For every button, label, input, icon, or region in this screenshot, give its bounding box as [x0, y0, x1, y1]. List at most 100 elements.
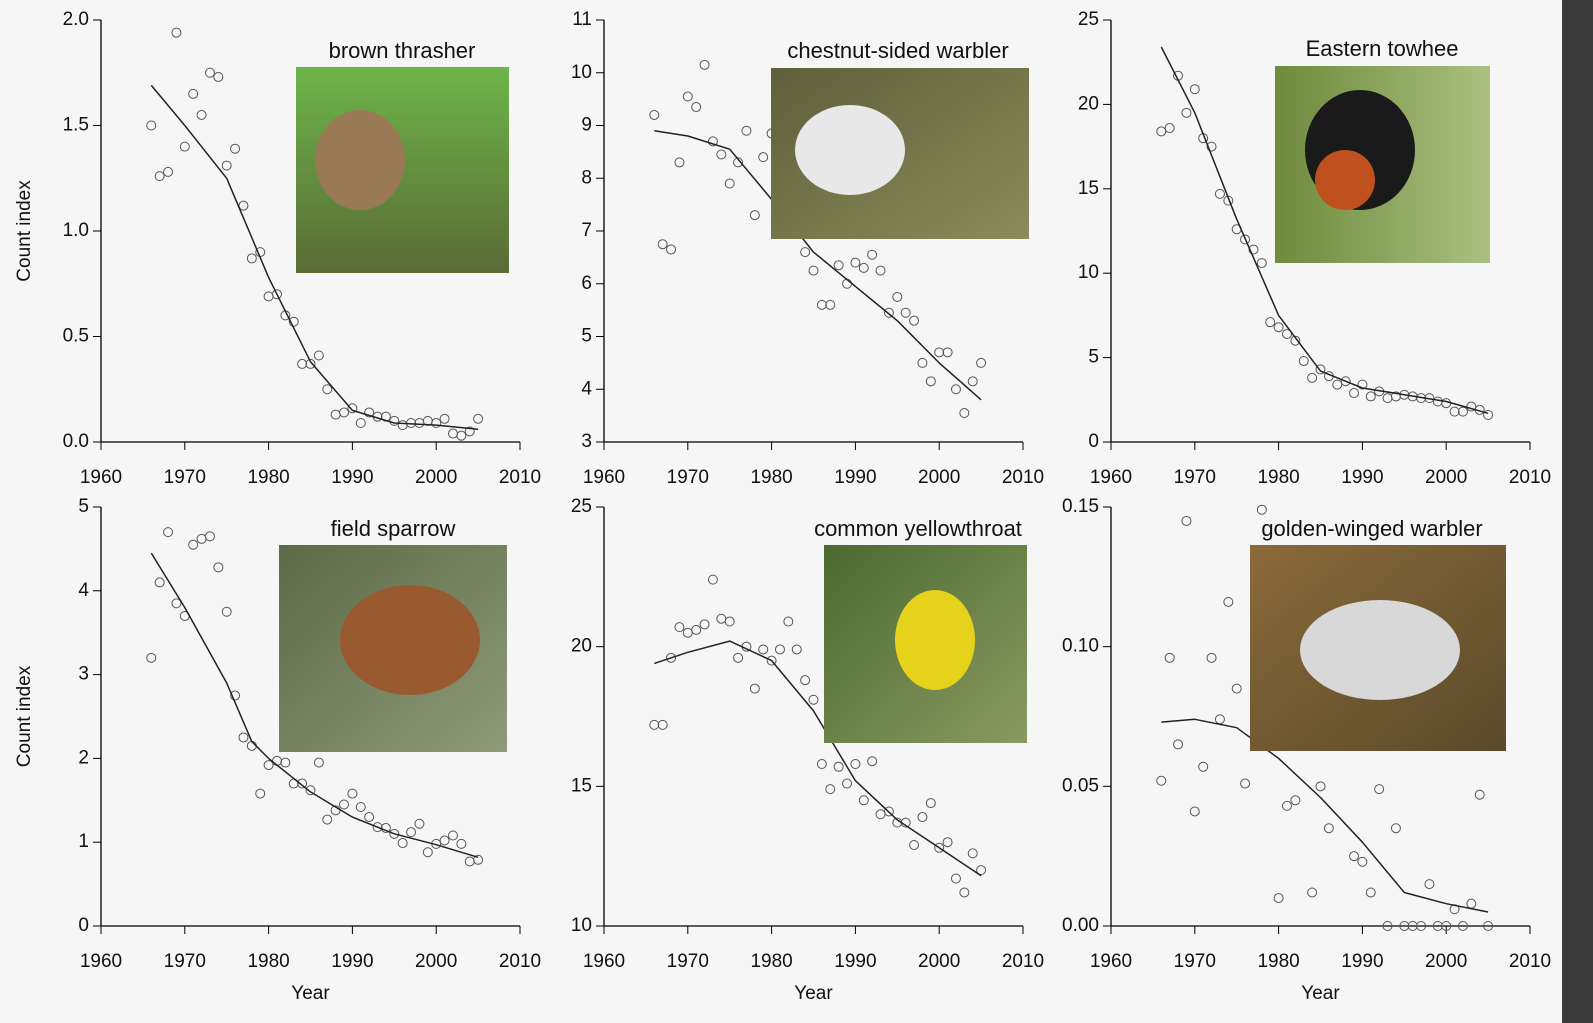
data-point [883, 806, 894, 817]
data-point [967, 848, 978, 859]
y-tick-label: 7 [581, 220, 592, 241]
x-tick-label: 1980 [750, 467, 792, 488]
y-tick-label: 0 [78, 915, 89, 936]
x-tick-label: 2000 [415, 951, 457, 972]
data-point [1315, 781, 1326, 792]
data-point [1357, 379, 1368, 390]
data-point [666, 244, 677, 255]
y-tick-label: 25 [571, 496, 592, 517]
data-point [221, 160, 232, 171]
y-tick-label: 4 [78, 580, 89, 601]
data-point [347, 403, 358, 414]
data-point [146, 652, 157, 663]
data-point [288, 316, 299, 327]
x-tick-label: 1960 [1090, 951, 1132, 972]
y-tick-label: 2 [78, 747, 89, 768]
data-point [1181, 515, 1192, 526]
data-point [330, 409, 341, 420]
data-point [1273, 893, 1284, 904]
data-point [163, 166, 174, 177]
x-tick-label: 1980 [1257, 467, 1299, 488]
data-point [909, 839, 920, 850]
data-point [297, 778, 308, 789]
data-point [657, 239, 668, 250]
y-tick-label: 1 [78, 831, 89, 852]
data-point [1340, 376, 1351, 387]
panel-title: golden-winged warbler [1261, 516, 1482, 541]
data-point [1441, 398, 1452, 409]
data-point [389, 828, 400, 839]
y-tick-label: 10 [571, 915, 592, 936]
data-point [1290, 335, 1301, 346]
x-tick-label: 1980 [750, 951, 792, 972]
y-tick-label: 0.10 [1062, 636, 1099, 657]
data-point [850, 758, 861, 769]
x-tick-label: 2000 [918, 951, 960, 972]
data-point [1466, 898, 1477, 909]
x-tick-label: 1980 [247, 951, 289, 972]
data-point [1365, 391, 1376, 402]
data-point [305, 358, 316, 369]
data-point [355, 802, 366, 813]
data-point [339, 407, 350, 418]
data-point [1265, 317, 1276, 328]
data-point [724, 178, 735, 189]
data-point [758, 152, 769, 163]
x-tick-label: 2000 [415, 467, 457, 488]
data-point [1323, 823, 1334, 834]
data-point [791, 644, 802, 655]
data-point [422, 847, 433, 858]
data-point [833, 260, 844, 271]
data-point [1298, 355, 1309, 366]
data-point [1349, 388, 1360, 399]
data-point [1164, 123, 1175, 134]
trend-line [150, 84, 479, 431]
data-point [749, 683, 760, 694]
x-tick-label: 1960 [583, 467, 625, 488]
data-point [1164, 652, 1175, 663]
data-point [171, 598, 182, 609]
data-point [699, 619, 710, 630]
x-tick-label: 2000 [1425, 951, 1467, 972]
data-point [716, 613, 727, 624]
y-tick-label: 15 [1078, 178, 1099, 199]
data-point [280, 757, 291, 768]
data-point [313, 757, 324, 768]
data-point [1483, 921, 1494, 931]
bird-shape [795, 105, 905, 195]
y-tick-label: 8 [581, 167, 592, 188]
y-tick-label: 1.0 [63, 220, 89, 241]
data-point [1240, 234, 1251, 245]
data-point [347, 788, 358, 799]
data-point [1273, 322, 1284, 333]
data-point [691, 102, 702, 113]
data-point [682, 627, 693, 638]
x-tick-label: 2010 [499, 467, 541, 488]
data-point [850, 257, 861, 268]
y-tick-label: 0.15 [1062, 496, 1099, 517]
data-point [816, 758, 827, 769]
data-point [154, 171, 165, 182]
y-tick-label: 15 [571, 775, 592, 796]
data-point [774, 644, 785, 655]
data-point [213, 71, 224, 82]
x-tick-label: 1960 [80, 951, 122, 972]
data-point [313, 350, 324, 361]
y-tick-label: 10 [571, 62, 592, 83]
data-point [271, 755, 282, 766]
data-point [1206, 652, 1217, 663]
data-point [816, 299, 827, 310]
data-point [255, 788, 266, 799]
data-point [1449, 406, 1460, 417]
x-tick-label: 2010 [1509, 467, 1551, 488]
y-tick-label: 0.00 [1062, 915, 1099, 936]
data-point [456, 838, 467, 849]
data-point [749, 210, 760, 221]
bird-shape [315, 110, 405, 210]
data-point [758, 644, 769, 655]
data-point [372, 822, 383, 833]
bird-shape [1315, 150, 1375, 210]
data-point [406, 827, 417, 838]
x-tick-label: 1970 [164, 467, 206, 488]
data-point [204, 531, 215, 542]
